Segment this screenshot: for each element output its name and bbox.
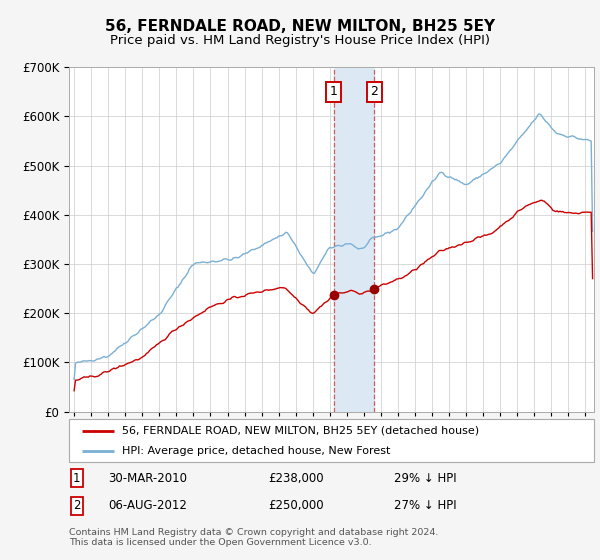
Text: 29% ↓ HPI: 29% ↓ HPI bbox=[395, 472, 457, 485]
Text: 2: 2 bbox=[73, 500, 80, 512]
Bar bbox=[334, 67, 374, 412]
Text: £238,000: £238,000 bbox=[269, 472, 324, 485]
Text: 27% ↓ HPI: 27% ↓ HPI bbox=[395, 500, 457, 512]
Text: HPI: Average price, detached house, New Forest: HPI: Average price, detached house, New … bbox=[121, 446, 390, 455]
Text: 2: 2 bbox=[370, 85, 378, 99]
Text: Price paid vs. HM Land Registry's House Price Index (HPI): Price paid vs. HM Land Registry's House … bbox=[110, 34, 490, 48]
Text: Contains HM Land Registry data © Crown copyright and database right 2024.
This d: Contains HM Land Registry data © Crown c… bbox=[69, 528, 439, 547]
Text: 1: 1 bbox=[73, 472, 80, 485]
Text: 56, FERNDALE ROAD, NEW MILTON, BH25 5EY (detached house): 56, FERNDALE ROAD, NEW MILTON, BH25 5EY … bbox=[121, 426, 479, 436]
Text: 06-AUG-2012: 06-AUG-2012 bbox=[109, 500, 187, 512]
Text: 1: 1 bbox=[330, 85, 338, 99]
Text: 56, FERNDALE ROAD, NEW MILTON, BH25 5EY: 56, FERNDALE ROAD, NEW MILTON, BH25 5EY bbox=[105, 20, 495, 34]
Text: 30-MAR-2010: 30-MAR-2010 bbox=[109, 472, 187, 485]
Text: £250,000: £250,000 bbox=[269, 500, 324, 512]
FancyBboxPatch shape bbox=[69, 419, 594, 462]
